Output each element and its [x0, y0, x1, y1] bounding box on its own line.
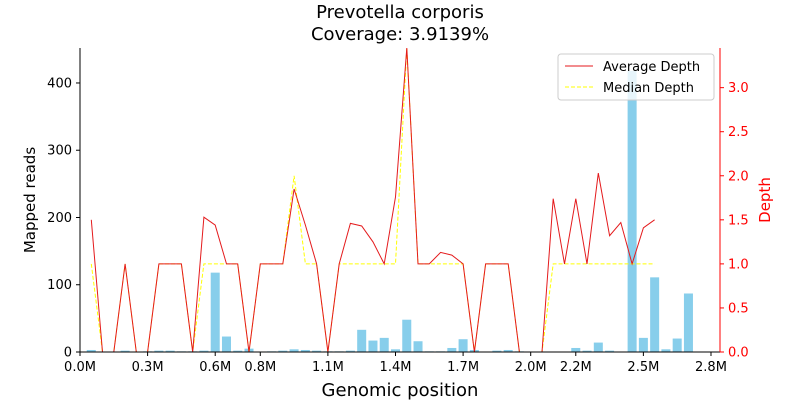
right-tick-label: 0.0 — [728, 346, 749, 361]
left-tick-label: 0 — [64, 346, 72, 361]
reads-bar — [593, 342, 603, 352]
reads-bar — [165, 350, 175, 352]
reads-bar — [300, 349, 310, 352]
x-tick-label: 2.8M — [695, 360, 727, 375]
reads-bar — [683, 293, 693, 352]
reads-bar — [221, 336, 231, 352]
right-tick-label: 2.5 — [728, 125, 749, 140]
reads-bar — [379, 337, 389, 352]
reads-bar — [672, 338, 682, 352]
depth-lines — [90, 47, 655, 353]
right-tick-label: 3.0 — [728, 81, 749, 96]
reads-bar — [86, 349, 96, 352]
reads-bar — [312, 350, 322, 352]
reads-bar — [345, 350, 355, 352]
mapped-reads-bars — [86, 70, 693, 353]
chart-title: Prevotella corporis — [316, 2, 484, 23]
reads-bar — [571, 347, 581, 352]
x-tick-label: 1.7M — [447, 360, 479, 375]
right-tick-label: 1.5 — [728, 213, 749, 228]
reads-bar — [605, 350, 615, 352]
reads-bar — [278, 350, 288, 352]
reads-bar — [289, 349, 299, 352]
legend-average-depth-label: Average Depth — [603, 60, 700, 75]
legend-median-depth-label: Median Depth — [603, 81, 694, 96]
x-tick-label: 2.0M — [515, 360, 547, 375]
reads-bar — [492, 350, 502, 352]
x-tick-label: 1.4M — [380, 360, 412, 375]
reads-bar — [503, 349, 513, 352]
reads-bar — [199, 350, 209, 352]
reads-bar — [447, 347, 457, 352]
reads-bar — [368, 340, 378, 352]
average-depth-line — [90, 47, 655, 353]
left-tick-label: 400 — [47, 76, 72, 91]
x-tick-label: 0.8M — [244, 360, 276, 375]
right-axis-label: Depth — [756, 177, 774, 223]
reads-bar — [120, 350, 130, 352]
chart-subtitle: Coverage: 3.9139% — [311, 24, 489, 45]
right-tick-label: 2.0 — [728, 169, 749, 184]
right-tick-label: 1.0 — [728, 257, 749, 272]
left-tick-label: 200 — [47, 211, 72, 226]
reads-bar — [627, 70, 637, 353]
reads-bar — [661, 349, 671, 352]
reads-bar — [413, 341, 423, 352]
x-tick-label: 2.2M — [560, 360, 592, 375]
x-tick-label: 0.0M — [64, 360, 96, 375]
reads-bar — [638, 337, 648, 352]
right-tick-label: 0.5 — [728, 301, 749, 316]
left-tick-label: 100 — [47, 278, 72, 293]
left-tick-label: 300 — [47, 144, 72, 159]
reads-bar — [233, 350, 243, 352]
left-axis-label: Mapped reads — [21, 147, 39, 253]
reads-bar — [390, 349, 400, 352]
x-axis-ticks: 0.0M 0.3M 0.6M 0.8M 1.1M 1.4M 1.7M 2.0M 2.2M 2.5M… — [64, 352, 727, 375]
reads-bar — [357, 329, 367, 352]
legend: Average Depth Median Depth — [557, 53, 715, 101]
reads-bar — [650, 277, 660, 352]
x-axis-label: Genomic position — [322, 380, 479, 400]
x-tick-label: 1.1M — [312, 360, 344, 375]
x-tick-label: 2.5M — [627, 360, 659, 375]
reads-bar — [154, 350, 164, 352]
reads-bar — [402, 319, 412, 352]
reads-bar — [458, 339, 468, 352]
reads-bar — [582, 350, 592, 352]
legend-box — [557, 53, 715, 101]
x-tick-label: 0.3M — [132, 360, 164, 375]
reads-bar — [210, 272, 220, 352]
left-axis-ticks: 0 100 200 300 400 — [47, 76, 80, 361]
right-axis-ticks: 0.0 0.5 1.0 1.5 2.0 2.5 3.0 — [720, 81, 749, 361]
x-tick-label: 0.6M — [199, 360, 231, 375]
